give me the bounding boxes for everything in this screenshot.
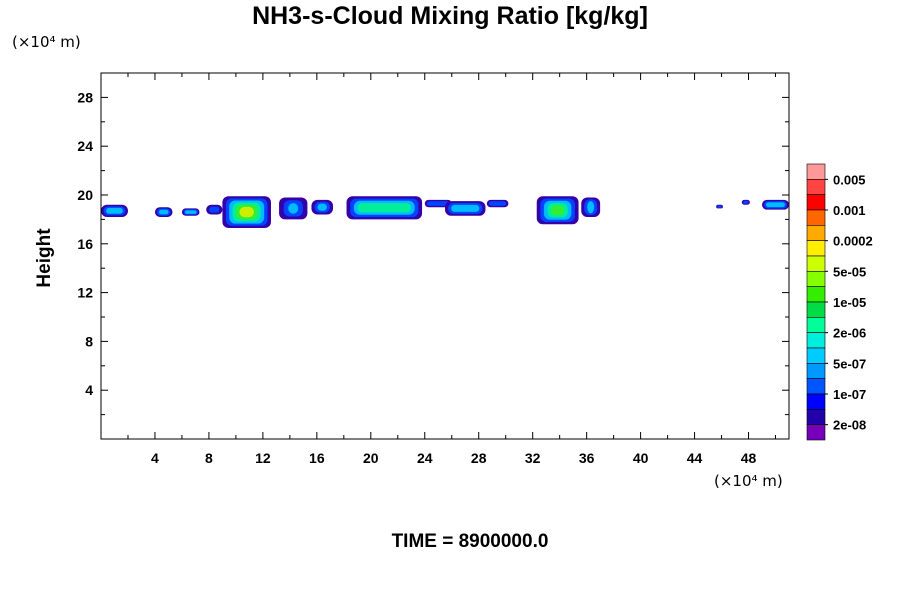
colorbar-swatch bbox=[806, 301, 826, 318]
colorbar-swatch bbox=[806, 209, 826, 226]
colorbar-swatch bbox=[806, 255, 826, 272]
cloud-region bbox=[101, 204, 128, 217]
cloud-region bbox=[741, 199, 750, 205]
x-tick-label: 12 bbox=[255, 450, 271, 466]
colorbar-swatch bbox=[806, 332, 826, 349]
contour-fill bbox=[317, 203, 327, 211]
contour-fill bbox=[357, 203, 412, 213]
colorbar-label: 1e-05 bbox=[833, 295, 866, 310]
cloud-region bbox=[424, 199, 452, 208]
cloud-region bbox=[486, 199, 509, 208]
x-tick-label: 40 bbox=[633, 450, 649, 466]
x-axis-unit: (×10⁴ m) bbox=[714, 472, 783, 490]
contour-fill bbox=[717, 205, 722, 208]
colorbar-swatch bbox=[806, 194, 826, 211]
x-tick-label: 20 bbox=[363, 450, 379, 466]
colorbar-swatch bbox=[806, 225, 826, 241]
x-tick-label: 32 bbox=[525, 450, 541, 466]
plot-frame bbox=[100, 72, 790, 440]
y-tick-label: 20 bbox=[77, 187, 93, 203]
y-tick-label: 12 bbox=[77, 285, 93, 301]
colorbar: 0.005 0.001 0.0002 5e-05 1e-05 2e-06 5e-07 1e-0… bbox=[806, 163, 873, 441]
y-tick-label: 4 bbox=[85, 382, 93, 398]
colorbar-swatch bbox=[806, 240, 826, 257]
cloud-region bbox=[581, 197, 601, 217]
cloud-region bbox=[279, 197, 308, 220]
contour-fill bbox=[184, 210, 197, 214]
x-tick-label: 4 bbox=[151, 450, 159, 466]
x-tick-label: 8 bbox=[205, 450, 213, 466]
chart-title: NH3-s-Cloud Mixing Ratio [kg/kg] bbox=[252, 2, 648, 30]
colorbar-label: 0.0002 bbox=[833, 234, 873, 249]
contour-fill bbox=[451, 204, 480, 212]
colorbar-swatch bbox=[806, 271, 826, 287]
x-tick-label: 48 bbox=[741, 450, 757, 466]
cloud-region bbox=[536, 196, 579, 225]
x-tick-label: 16 bbox=[309, 450, 325, 466]
colorbar-swatch bbox=[806, 363, 826, 379]
contour-fill bbox=[489, 201, 507, 206]
y-tick-label: 8 bbox=[85, 333, 93, 349]
colorbar-swatch bbox=[806, 378, 826, 395]
colorbar-label: 0.001 bbox=[833, 203, 866, 218]
contour-fill bbox=[106, 207, 123, 214]
contour-fill bbox=[426, 201, 450, 206]
x-tick-label: 44 bbox=[687, 450, 703, 466]
y-tick-label: 16 bbox=[77, 236, 93, 252]
colorbar-swatch bbox=[806, 347, 826, 364]
cloud-region bbox=[154, 207, 173, 217]
colorbar-label: 5e-07 bbox=[833, 356, 866, 371]
contour-fill bbox=[766, 202, 785, 208]
colorbar-label: 1e-07 bbox=[833, 387, 866, 402]
cloud-region bbox=[762, 199, 789, 210]
cloud-region bbox=[206, 204, 223, 215]
contour-fill bbox=[239, 206, 254, 218]
x-tick-label: 24 bbox=[417, 450, 433, 466]
cloud-region bbox=[181, 208, 200, 216]
cloud-region bbox=[311, 199, 334, 215]
colorbar-swatch bbox=[806, 393, 826, 410]
contour-fill bbox=[288, 203, 299, 214]
colorbar-swatch bbox=[806, 424, 826, 441]
y-axis-unit: (×10⁴ m) bbox=[12, 33, 81, 51]
colorbar-swatch bbox=[806, 163, 826, 180]
y-tick-label: 24 bbox=[77, 138, 93, 154]
colorbar-swatch bbox=[806, 179, 826, 195]
cloud-region bbox=[716, 204, 723, 209]
plot-regions bbox=[101, 196, 789, 228]
contour-fill bbox=[551, 205, 565, 216]
contour-fill bbox=[743, 200, 749, 204]
colorbar-label: 2e-06 bbox=[833, 326, 866, 341]
x-tick-label: 28 bbox=[471, 450, 487, 466]
cloud-region bbox=[445, 201, 486, 216]
colorbar-label: 0.005 bbox=[833, 172, 866, 187]
colorbar-swatch bbox=[806, 286, 826, 303]
contour-fill bbox=[587, 201, 595, 214]
x-tick-label: 36 bbox=[579, 450, 595, 466]
cloud-region bbox=[222, 196, 271, 228]
y-axis-label: Height bbox=[34, 228, 55, 288]
colorbar-swatch bbox=[806, 317, 826, 333]
contour-fill bbox=[209, 206, 220, 213]
contour-fill bbox=[159, 209, 169, 215]
colorbar-label: 2e-08 bbox=[833, 418, 866, 433]
time-label: TIME = 8900000.0 bbox=[391, 531, 549, 552]
colorbar-swatch bbox=[806, 409, 826, 425]
y-tick-label: 28 bbox=[77, 89, 93, 105]
colorbar-label: 5e-05 bbox=[833, 264, 866, 279]
cloud-region bbox=[346, 196, 423, 220]
